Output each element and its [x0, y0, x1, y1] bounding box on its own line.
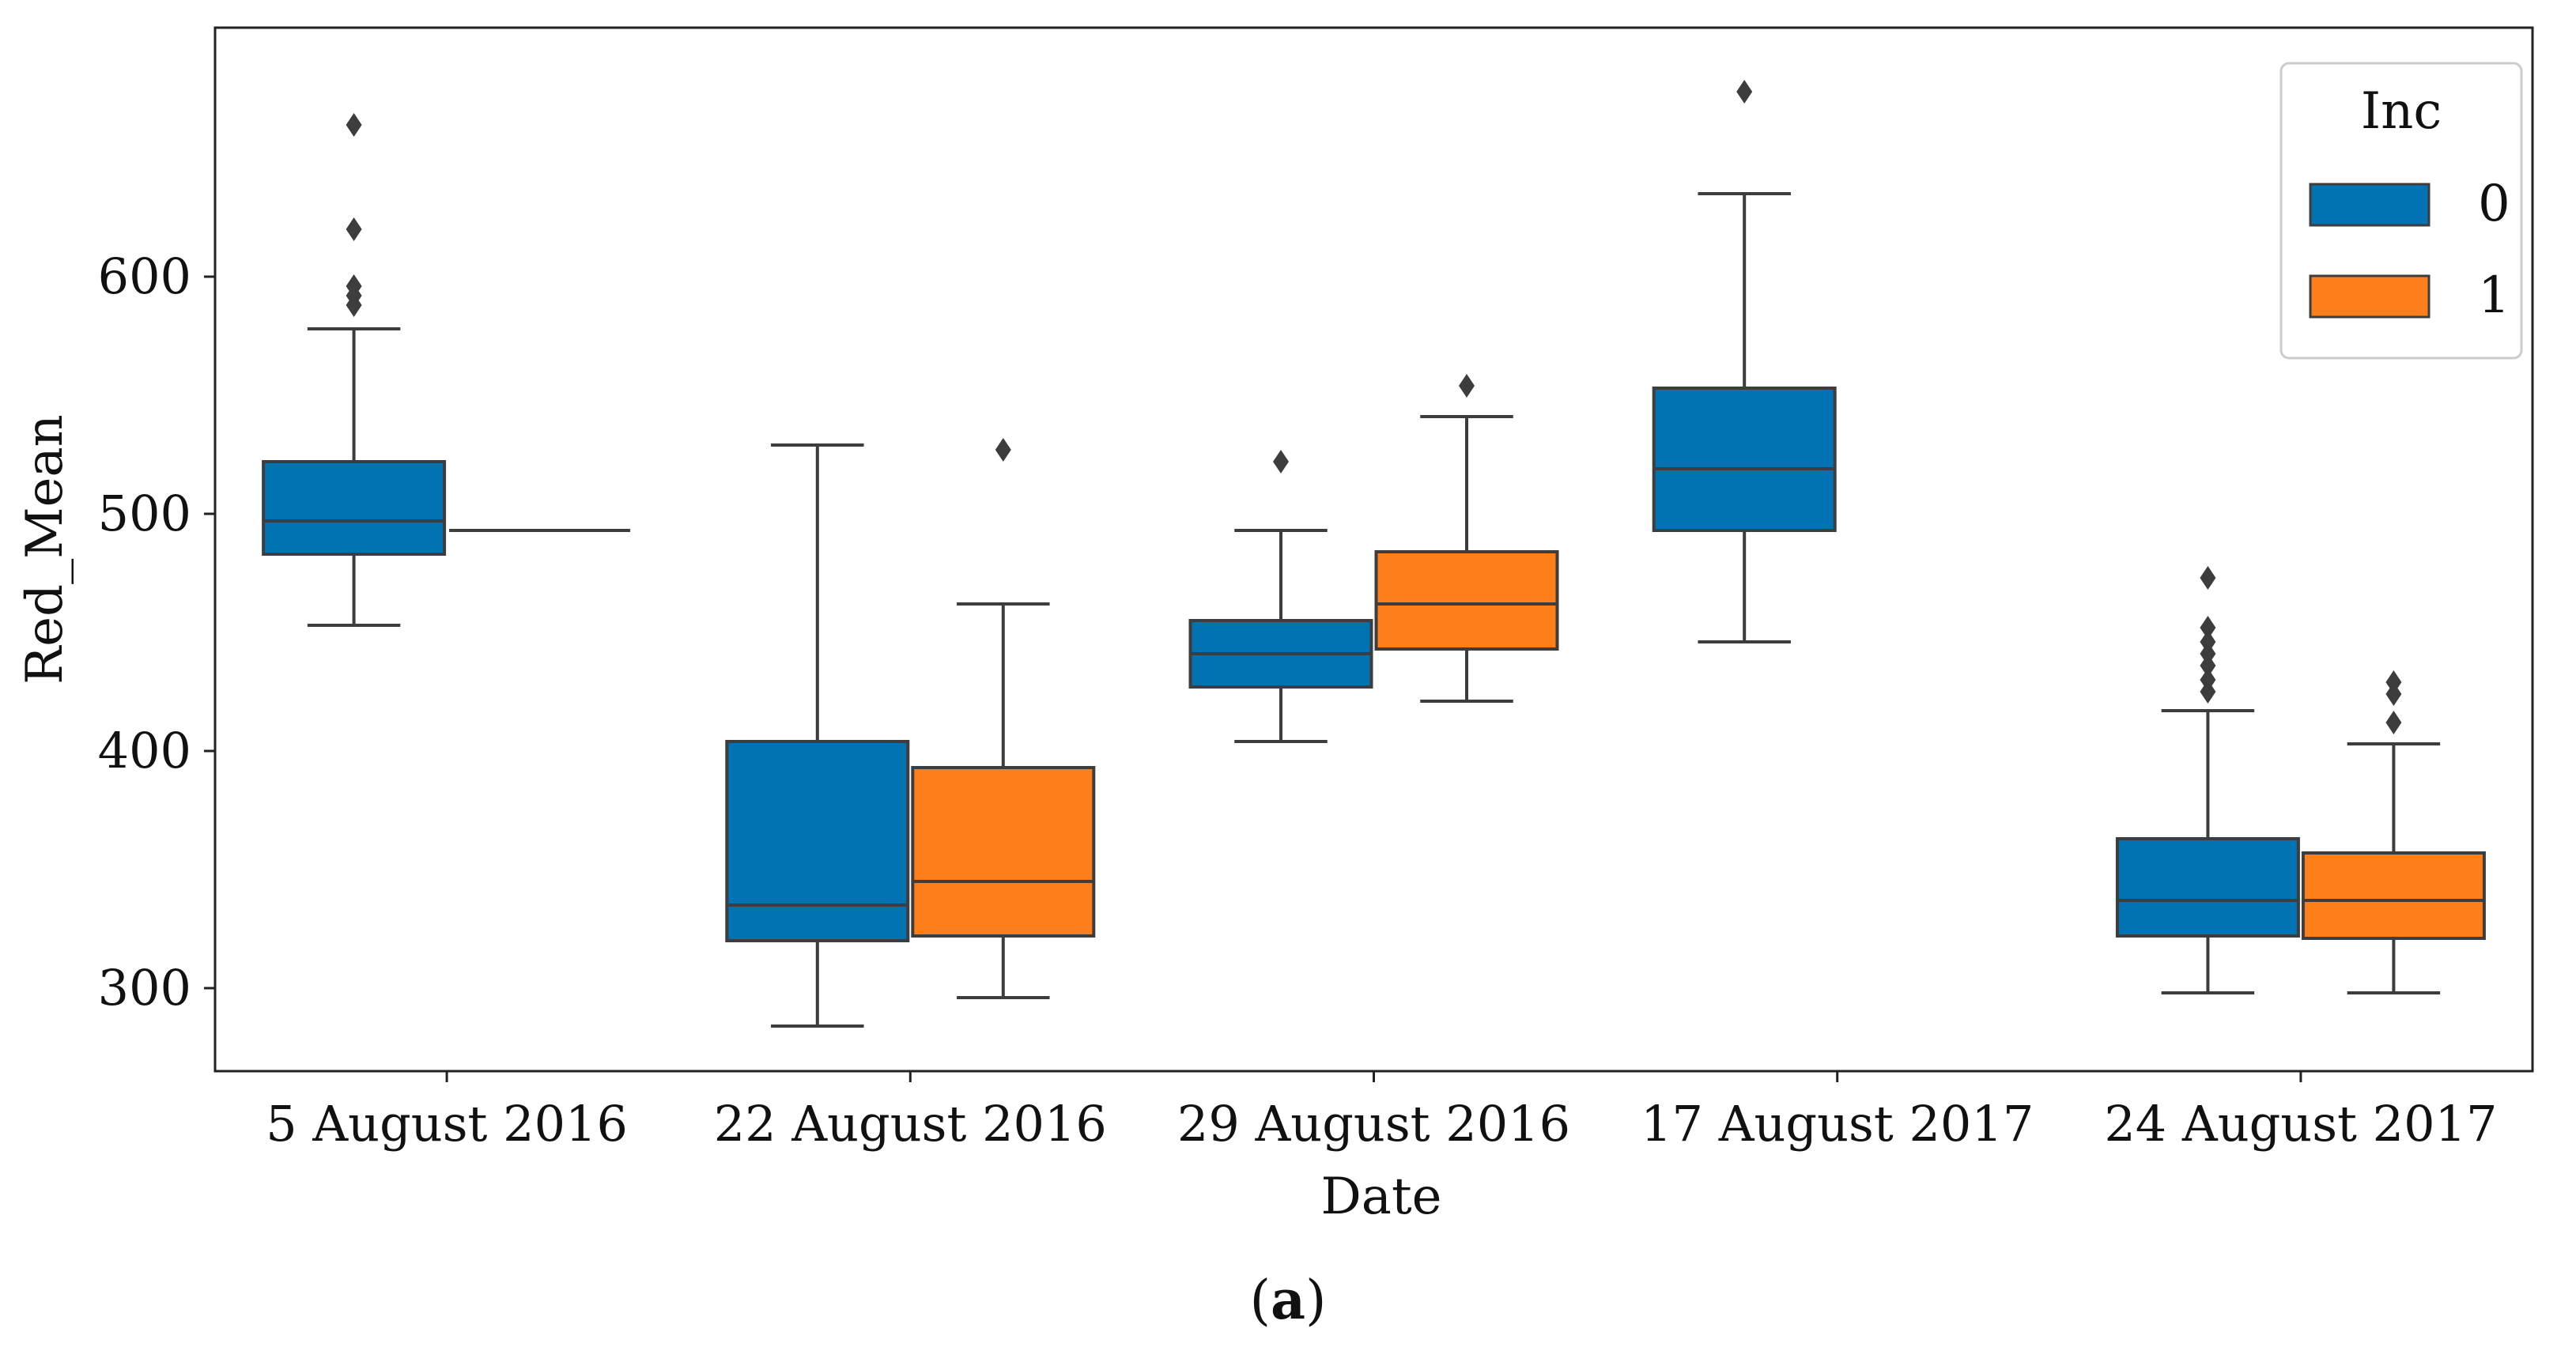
y-tick-label: 400	[98, 722, 191, 779]
outlier-point	[2200, 616, 2216, 640]
x-tick-label: 22 August 2016	[714, 1095, 1107, 1153]
outlier-point	[346, 113, 362, 137]
outlier-point	[2200, 566, 2216, 590]
outlier-point	[2200, 630, 2216, 654]
y-tick-label: 600	[98, 247, 191, 305]
legend-label-0: 0	[2478, 175, 2510, 233]
box-group-0	[1652, 80, 1837, 643]
x-axis-title: Date	[1320, 1168, 1441, 1226]
box-group-1	[2301, 670, 2486, 994]
x-tick-label: 29 August 2016	[1177, 1095, 1570, 1153]
outlier-point	[2385, 711, 2402, 734]
outlier-point	[346, 217, 362, 241]
box-iqr	[2115, 837, 2300, 938]
box-iqr	[2301, 851, 2486, 940]
legend-label-1: 1	[2478, 266, 2510, 325]
outlier-point	[1736, 80, 1753, 104]
box-iqr	[1374, 550, 1559, 651]
box-iqr	[911, 766, 1096, 938]
x-tick-label: 24 August 2017	[2104, 1095, 2497, 1153]
box-group-1	[1374, 374, 1559, 703]
x-tick-label: 5 August 2016	[266, 1095, 628, 1153]
box-group-0	[725, 443, 910, 1028]
box-iqr	[725, 740, 910, 942]
figure-caption: (a)	[1249, 1269, 1327, 1332]
legend: Inc 01	[2279, 62, 2523, 360]
outlier-point	[2385, 670, 2402, 694]
box-iqr	[262, 460, 447, 556]
y-axis: 300 400 500 600	[98, 247, 215, 1017]
caption-label: a	[1270, 1269, 1306, 1332]
legend-items: 01	[2309, 175, 2510, 325]
y-axis-title: Red_Mean	[16, 414, 74, 685]
outlier-point	[1273, 450, 1289, 474]
y-tick-label: 500	[98, 485, 191, 542]
y-tick-label: 300	[98, 959, 191, 1017]
box-group-0	[2115, 566, 2300, 994]
legend-swatch-1	[2309, 274, 2431, 319]
x-tick-label: 17 August 2017	[1641, 1095, 2034, 1153]
outlier-point	[2200, 668, 2216, 692]
x-axis: 5 August 2016 22 August 2016 29 August 201…	[266, 1071, 2497, 1153]
box-group-0	[262, 113, 447, 627]
box-group-1	[911, 438, 1096, 999]
box-iqr	[1652, 387, 1837, 532]
box-group-0	[1188, 450, 1373, 743]
boxes-layer	[262, 80, 2486, 1028]
legend-title: Inc	[2361, 82, 2442, 141]
outlier-point	[1459, 374, 1475, 398]
outlier-point	[995, 438, 1011, 462]
outlier-point	[346, 274, 362, 298]
legend-swatch-0	[2309, 183, 2431, 227]
